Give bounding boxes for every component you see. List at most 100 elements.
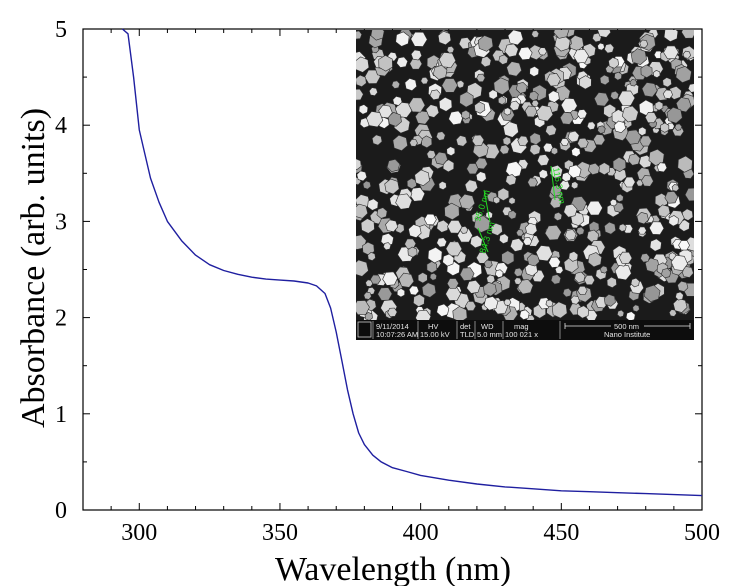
sem-grain (483, 259, 493, 269)
sem-grain (415, 309, 432, 320)
sem-grain (563, 203, 578, 218)
sem-grain (441, 78, 459, 93)
sem-grain (404, 238, 417, 250)
sem-grain (641, 175, 654, 187)
sem-grain (606, 276, 617, 289)
sem-grain (442, 159, 455, 173)
sem-grain (517, 135, 529, 147)
sem-grain (471, 134, 485, 147)
sem-grain (571, 146, 581, 158)
sem-grain (507, 210, 517, 220)
sem-grain (668, 309, 677, 317)
sem-grain (671, 184, 680, 192)
sem-det-value: TLD (460, 330, 475, 339)
sem-grain (586, 229, 600, 243)
y-tick-label: 1 (55, 402, 67, 428)
sem-grain (513, 267, 524, 277)
sem-grain (599, 74, 610, 86)
sem-grain (627, 153, 641, 166)
sem-grain (356, 170, 368, 182)
sem-grain (613, 201, 625, 213)
x-tick-label: 450 (543, 520, 579, 546)
sem-grain (483, 281, 497, 297)
sem-grain (385, 219, 399, 233)
sem-grain (547, 90, 560, 103)
sem-grain (604, 221, 617, 235)
sem-grain (437, 30, 452, 46)
sem-grain (517, 278, 534, 295)
sem-grain (586, 121, 596, 131)
sem-grain (525, 222, 538, 236)
sem-grain (656, 162, 668, 173)
sem-grain (548, 256, 561, 268)
sem-grain (414, 169, 430, 187)
sem-grain (677, 280, 689, 292)
sem-grain (495, 269, 504, 278)
sem-grain (613, 120, 627, 134)
sem-grain (458, 193, 476, 210)
sem-grain (465, 301, 477, 311)
sem-grain (396, 288, 406, 298)
sem-wd-header: WD (481, 322, 494, 331)
sem-grain (522, 237, 533, 246)
sem-grain (483, 296, 499, 311)
sem-grain (436, 219, 449, 233)
sem-grain (654, 100, 664, 111)
sem-grain (475, 157, 488, 170)
sem-grain (506, 61, 522, 77)
sem-grain (480, 56, 492, 68)
sem-grain (576, 226, 585, 236)
sem-grain (593, 92, 610, 107)
sem-grain (675, 291, 684, 301)
y-tick-label: 0 (55, 498, 67, 524)
sem-grain (609, 198, 618, 207)
sem-grain (413, 293, 425, 307)
sem-grain (408, 224, 422, 238)
sem-grain (531, 30, 540, 38)
sem-grain (410, 31, 428, 47)
sem-grain (384, 178, 400, 195)
sem-grain (644, 111, 658, 124)
sem-grain (638, 126, 647, 136)
sem-grain (507, 30, 524, 46)
sem-grain (528, 90, 539, 101)
sem-grain (538, 169, 549, 180)
sem-grain (618, 251, 633, 264)
sem-grain (356, 88, 364, 101)
sem-grain (387, 111, 402, 127)
sem-grain (648, 148, 665, 166)
sem-grain (677, 155, 693, 173)
sem-grain (356, 158, 362, 171)
y-axis-ticks (83, 28, 702, 511)
sem-grain (586, 200, 603, 216)
sem-grain (395, 193, 413, 210)
sem-grain (593, 134, 606, 146)
sem-grain (554, 265, 564, 275)
sem-grain (493, 77, 510, 95)
sem-grain (362, 180, 372, 190)
sem-mag-header: mag (514, 322, 529, 331)
sem-grain (662, 77, 672, 88)
sem-grain (519, 309, 530, 320)
sem-grain (358, 104, 369, 115)
sem-grain (529, 132, 542, 146)
sem-grain (378, 104, 393, 119)
sem-grain (636, 211, 649, 225)
sem-grain (387, 307, 398, 317)
sem-grains (356, 30, 694, 320)
sem-grain (446, 45, 455, 54)
sem-grain (426, 261, 438, 274)
sem-measure-line (477, 227, 489, 253)
sem-grain (474, 101, 486, 114)
sem-grain (371, 134, 383, 146)
sem-grain (549, 164, 563, 179)
sem-grain (446, 146, 456, 157)
sem-grain (429, 89, 441, 101)
sem-grain (455, 135, 468, 147)
sem-grain (499, 144, 510, 155)
sem-grain (383, 242, 392, 251)
sem-grain (386, 158, 401, 173)
sem-grain (623, 176, 636, 188)
sem-grain (553, 30, 570, 39)
sem-grain (497, 187, 510, 201)
